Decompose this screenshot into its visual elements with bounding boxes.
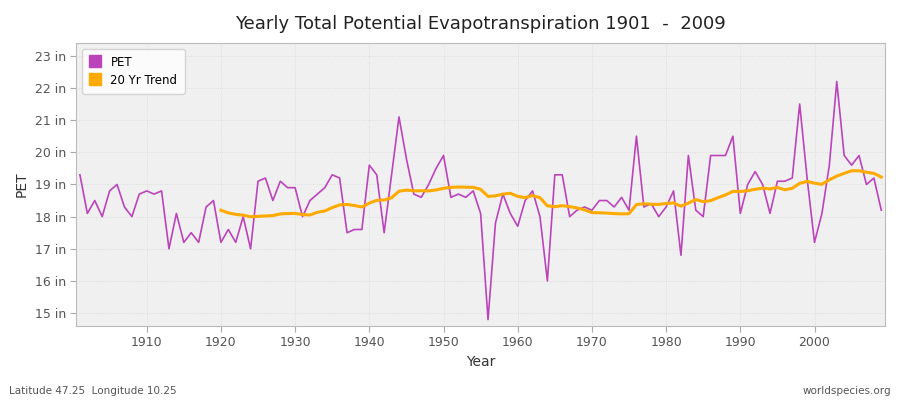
Legend: PET, 20 Yr Trend: PET, 20 Yr Trend [82, 49, 184, 94]
Text: worldspecies.org: worldspecies.org [803, 386, 891, 396]
Text: Latitude 47.25  Longitude 10.25: Latitude 47.25 Longitude 10.25 [9, 386, 176, 396]
X-axis label: Year: Year [466, 355, 495, 369]
Y-axis label: PET: PET [15, 172, 29, 197]
Title: Yearly Total Potential Evapotranspiration 1901  -  2009: Yearly Total Potential Evapotranspiratio… [235, 15, 726, 33]
